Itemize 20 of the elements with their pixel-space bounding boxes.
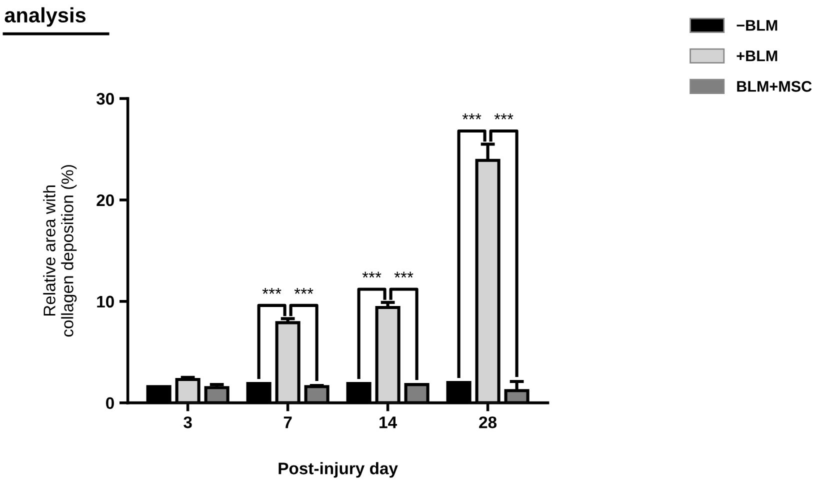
annotation: *** (394, 272, 414, 278)
chart-title: analysis (4, 7, 86, 27)
annotation: *** (462, 114, 482, 120)
x-tick-label: 7 (284, 416, 292, 428)
x-tick-label: 3 (184, 416, 192, 428)
annotation: *** (362, 272, 382, 278)
x-axis-title: Post-injury day (278, 462, 398, 478)
annotation: *** (494, 114, 514, 120)
annotation: *** (294, 288, 314, 294)
x-tick-label: 28 (479, 416, 497, 428)
y-tick-label: 30 (96, 92, 114, 105)
legend-label: BLM+MSC (737, 81, 812, 92)
y-tick-label: 10 (97, 296, 114, 308)
y-tick-label: 20 (96, 194, 114, 206)
y-tick-label: 0 (106, 397, 114, 410)
annotation: *** (262, 288, 282, 294)
legend-label: +BLM (736, 50, 778, 62)
x-tick-label: 14 (380, 416, 397, 428)
y-axis-title: Relative area with collagen deposition (%) (43, 165, 77, 337)
legend-label: −BLM (736, 20, 778, 31)
